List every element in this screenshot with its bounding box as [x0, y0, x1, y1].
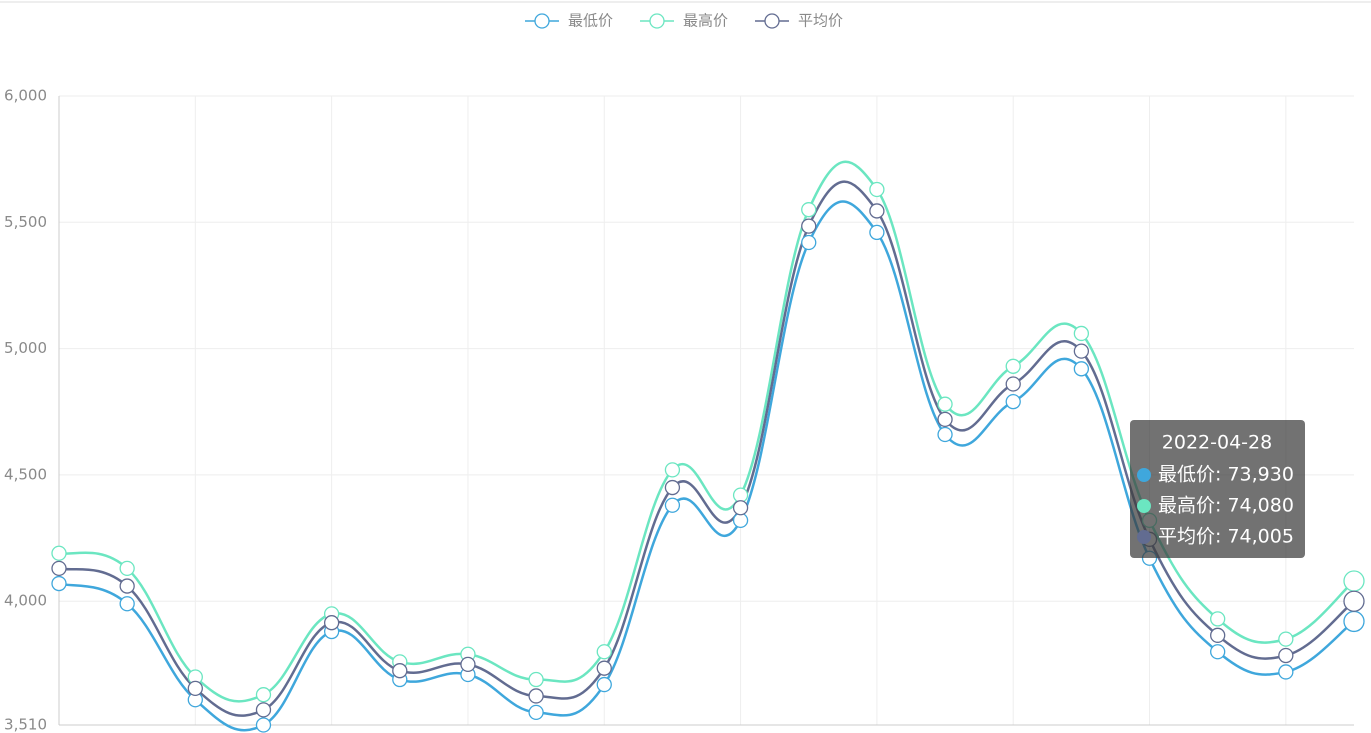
point	[1343, 570, 1365, 592]
point	[119, 578, 135, 594]
point	[869, 181, 885, 198]
y-tick-label: 4,500	[4, 465, 47, 483]
point	[1210, 611, 1226, 627]
tooltip-marker	[1137, 499, 1151, 513]
point	[1343, 590, 1365, 612]
point	[732, 487, 749, 503]
tooltip-box	[1130, 420, 1305, 558]
point	[1073, 343, 1090, 359]
point	[255, 717, 272, 733]
point	[801, 202, 817, 218]
tooltip-line: 最低价: 73,930	[1158, 464, 1294, 486]
point	[1005, 376, 1021, 392]
point	[937, 411, 953, 427]
point	[801, 218, 817, 234]
legend-label: 最高价	[683, 12, 728, 30]
y-tick-label: 6,000	[4, 87, 47, 105]
point	[528, 704, 544, 721]
point	[664, 479, 681, 496]
point	[119, 560, 135, 577]
tooltip: 2022-04-28 最低价: 73,930 最高价: 74,080 平均价: 74,…	[1130, 420, 1305, 558]
point	[255, 702, 272, 718]
legend-label: 最低价	[568, 12, 613, 30]
point	[1005, 394, 1021, 410]
point	[937, 426, 953, 443]
y-tick-label: 3,510	[4, 716, 47, 733]
legend-marker	[764, 13, 780, 29]
y-tick-label: 5,500	[4, 213, 47, 231]
legend-marker	[534, 13, 550, 29]
point	[255, 687, 272, 703]
point	[1210, 627, 1226, 643]
point	[460, 656, 476, 673]
tooltip-title: 2022-04-28	[1162, 432, 1272, 454]
point	[596, 676, 612, 693]
point	[1278, 647, 1294, 664]
point	[596, 660, 612, 676]
point	[1343, 610, 1365, 633]
point	[664, 497, 681, 513]
legend-label: 平均价	[798, 12, 843, 30]
point	[1005, 358, 1021, 374]
tooltip-marker	[1137, 468, 1151, 482]
point	[801, 234, 817, 251]
point	[51, 560, 67, 577]
point	[1278, 631, 1294, 647]
point	[1073, 361, 1090, 377]
point	[596, 644, 612, 660]
point	[732, 512, 749, 529]
point	[187, 680, 203, 697]
point	[1278, 664, 1294, 680]
point	[1073, 325, 1090, 342]
point	[119, 596, 135, 612]
tooltip-marker	[1137, 530, 1151, 544]
tooltip-line: 最高价: 74,080	[1158, 495, 1294, 517]
point	[51, 545, 67, 561]
tooltip-line: 平均价: 74,005	[1158, 526, 1294, 548]
point	[528, 671, 544, 688]
point	[323, 615, 340, 631]
point	[869, 203, 885, 219]
y-tick-label: 5,000	[4, 339, 47, 357]
point	[937, 396, 953, 412]
point	[664, 462, 681, 478]
point	[732, 500, 749, 516]
point	[1210, 644, 1226, 660]
y-tick-label: 4,000	[4, 592, 47, 610]
point	[51, 575, 67, 592]
point	[528, 688, 544, 704]
legend-marker	[649, 13, 665, 29]
point	[392, 663, 408, 679]
point	[869, 224, 885, 241]
